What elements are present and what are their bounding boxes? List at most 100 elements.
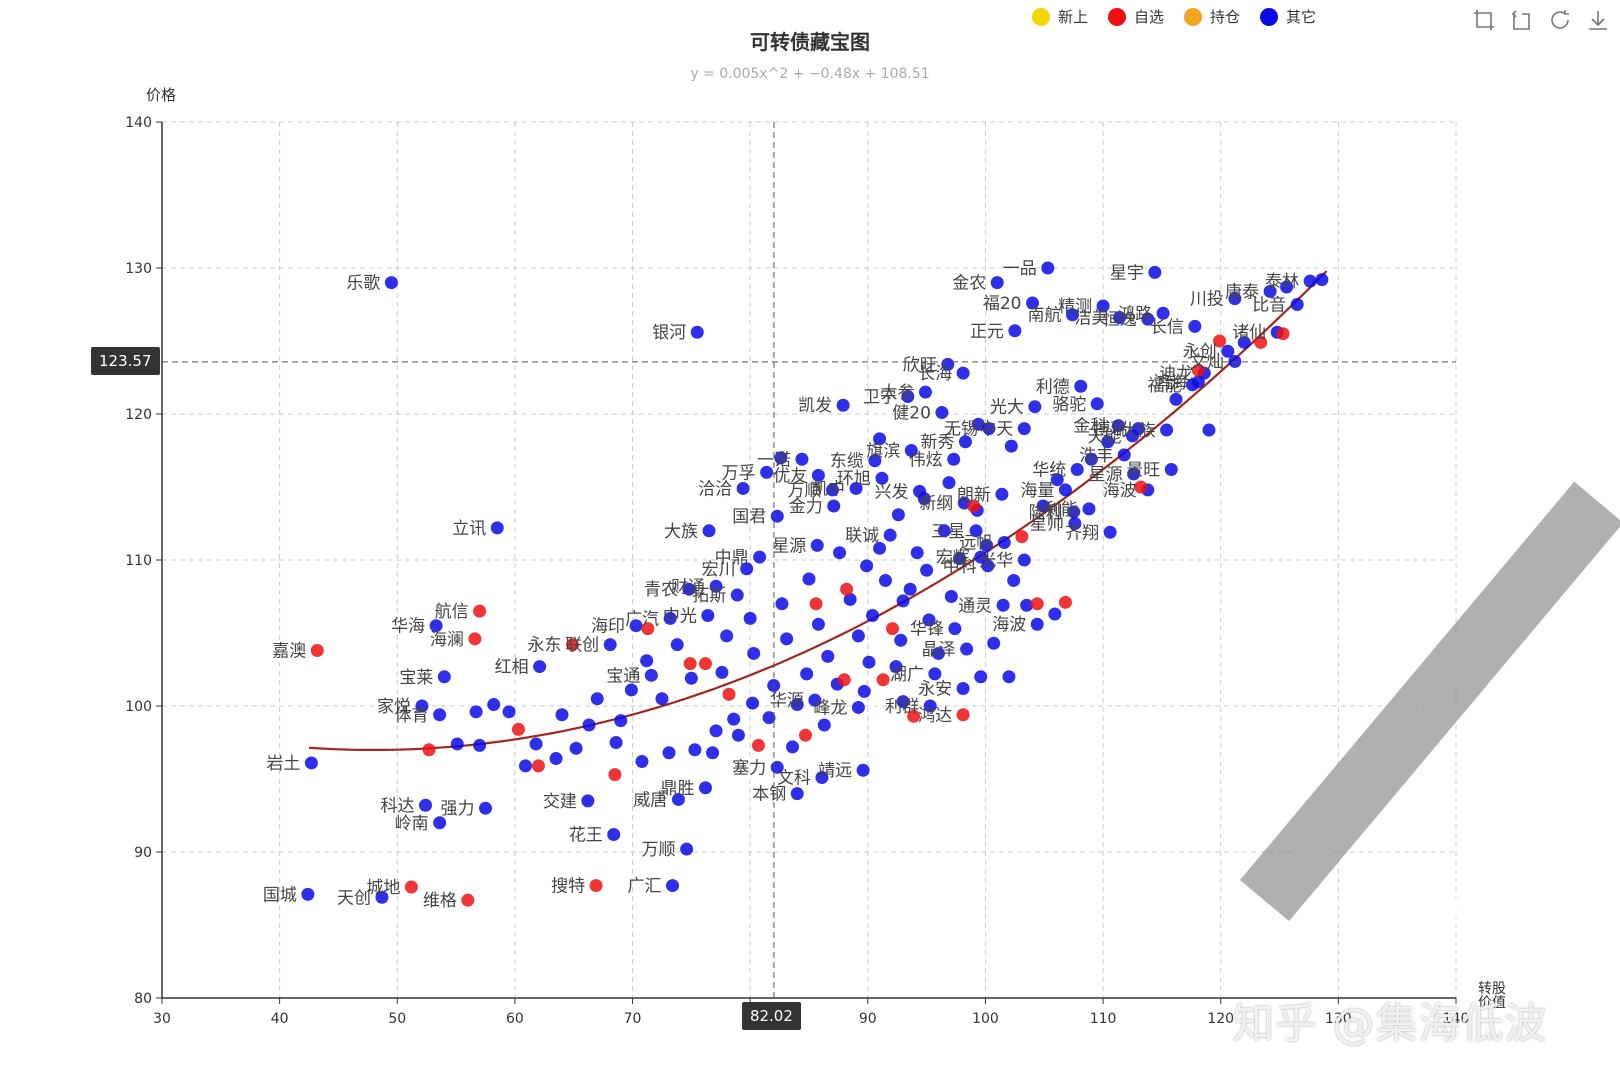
- data-point: [549, 752, 563, 766]
- point-label: 齐翔: [1065, 523, 1099, 543]
- data-point: [1066, 308, 1080, 322]
- data-point: [490, 521, 504, 535]
- data-point: [1315, 273, 1329, 287]
- point-label: 文灿: [1190, 352, 1224, 372]
- data-point: [301, 887, 315, 901]
- data-point: [502, 705, 516, 719]
- download-icon[interactable]: [1586, 8, 1610, 32]
- restore-icon[interactable]: [1548, 8, 1572, 32]
- point-label: 永安: [918, 679, 952, 699]
- data-point: [1017, 422, 1031, 436]
- data-point: [904, 444, 918, 457]
- data-point: [1017, 553, 1031, 567]
- y-tick-label: 120: [125, 407, 152, 423]
- point-label: 搜特: [551, 877, 585, 897]
- data-point: [997, 535, 1011, 549]
- data-point: [1164, 462, 1178, 476]
- x-tick-label: 90: [859, 1011, 877, 1027]
- x-tick-label: 120: [1207, 1011, 1234, 1027]
- point-label: 星帅: [1030, 515, 1064, 535]
- data-point: [1237, 335, 1251, 349]
- data-point: [1148, 265, 1162, 279]
- data-point: [1028, 400, 1042, 414]
- point-label: 鸿达: [918, 706, 952, 726]
- data-point: [1036, 499, 1050, 513]
- point-label: 环旭: [837, 469, 871, 489]
- data-point: [429, 619, 443, 633]
- legend-item-watchlist[interactable]: 自选: [1108, 6, 1164, 27]
- data-point: [518, 759, 532, 773]
- data-point: [487, 698, 501, 712]
- data-point: [889, 660, 903, 674]
- point-label: 永东: [528, 636, 562, 656]
- zoom-reset-icon[interactable]: [1510, 8, 1534, 32]
- point-label: 拓斯: [692, 586, 726, 606]
- point-label: 泰林: [1265, 272, 1299, 292]
- data-point: [609, 736, 623, 749]
- data-point: [958, 435, 972, 449]
- data-point: [683, 657, 697, 671]
- data-point: [856, 763, 870, 777]
- point-label: 嘉澳: [272, 642, 306, 662]
- point-label: 花王: [569, 825, 603, 845]
- point-label: 卫宁: [863, 387, 897, 407]
- x-tick-label: 30: [153, 1011, 171, 1027]
- data-point: [907, 709, 921, 723]
- point-label: 万顺: [642, 840, 676, 860]
- data-point: [786, 740, 800, 754]
- data-point: [666, 879, 680, 893]
- point-label: 华海: [391, 617, 425, 637]
- data-point: [419, 798, 433, 812]
- data-point: [826, 483, 840, 497]
- data-point: [974, 550, 988, 564]
- data-point: [948, 622, 962, 636]
- data-point: [969, 524, 983, 538]
- point-label: 海澜: [430, 630, 464, 650]
- zoom-icon[interactable]: [1472, 8, 1496, 32]
- data-point: [531, 759, 545, 773]
- point-label: 立讯: [452, 519, 486, 539]
- legend-label-others: 其它: [1286, 8, 1317, 26]
- point-label: 中光: [663, 606, 697, 626]
- y-tick-label: 140: [125, 115, 152, 131]
- legend-item-new[interactable]: 新上: [1032, 6, 1088, 27]
- x-tick-label: 60: [506, 1011, 524, 1027]
- data-point: [1202, 423, 1216, 437]
- data-point: [903, 582, 917, 596]
- point-label: 比音: [1252, 296, 1286, 316]
- data-point: [727, 712, 741, 726]
- data-point: [790, 787, 804, 801]
- data-point: [1020, 598, 1034, 612]
- data-point: [1191, 375, 1205, 389]
- legend-dot-others: [1260, 7, 1279, 26]
- point-label: 乐歌: [346, 274, 380, 294]
- point-label: 康泰: [1225, 282, 1259, 302]
- legend-item-holdings[interactable]: 持仓: [1184, 6, 1240, 27]
- data-point: [894, 633, 908, 647]
- data-point: [582, 718, 596, 732]
- data-point: [931, 646, 945, 660]
- point-label: 国君: [732, 507, 766, 527]
- point-label: 海量: [1020, 481, 1054, 501]
- legend-label-new: 新上: [1058, 8, 1089, 26]
- x-axis-label: 转股价值: [1478, 981, 1506, 1011]
- data-point: [607, 827, 621, 841]
- data-point: [795, 452, 809, 466]
- data-point: [923, 699, 937, 713]
- data-point: [1160, 423, 1174, 437]
- data-point: [688, 743, 702, 757]
- point-label: 文科: [777, 769, 811, 789]
- data-point: [1290, 298, 1304, 311]
- legend-dot-watchlist: [1108, 7, 1127, 26]
- legend-label-holdings: 持仓: [1210, 8, 1241, 26]
- point-label: 湖广: [890, 665, 924, 685]
- point-label: 交建: [543, 792, 577, 812]
- data-point: [883, 528, 897, 542]
- data-point: [995, 487, 1009, 501]
- grid-layer: [162, 121, 1457, 998]
- point-label: 中鼎: [715, 548, 749, 568]
- data-point: [529, 737, 543, 751]
- legend-item-others[interactable]: 其它: [1260, 6, 1316, 27]
- point-label: 中天: [979, 420, 1013, 440]
